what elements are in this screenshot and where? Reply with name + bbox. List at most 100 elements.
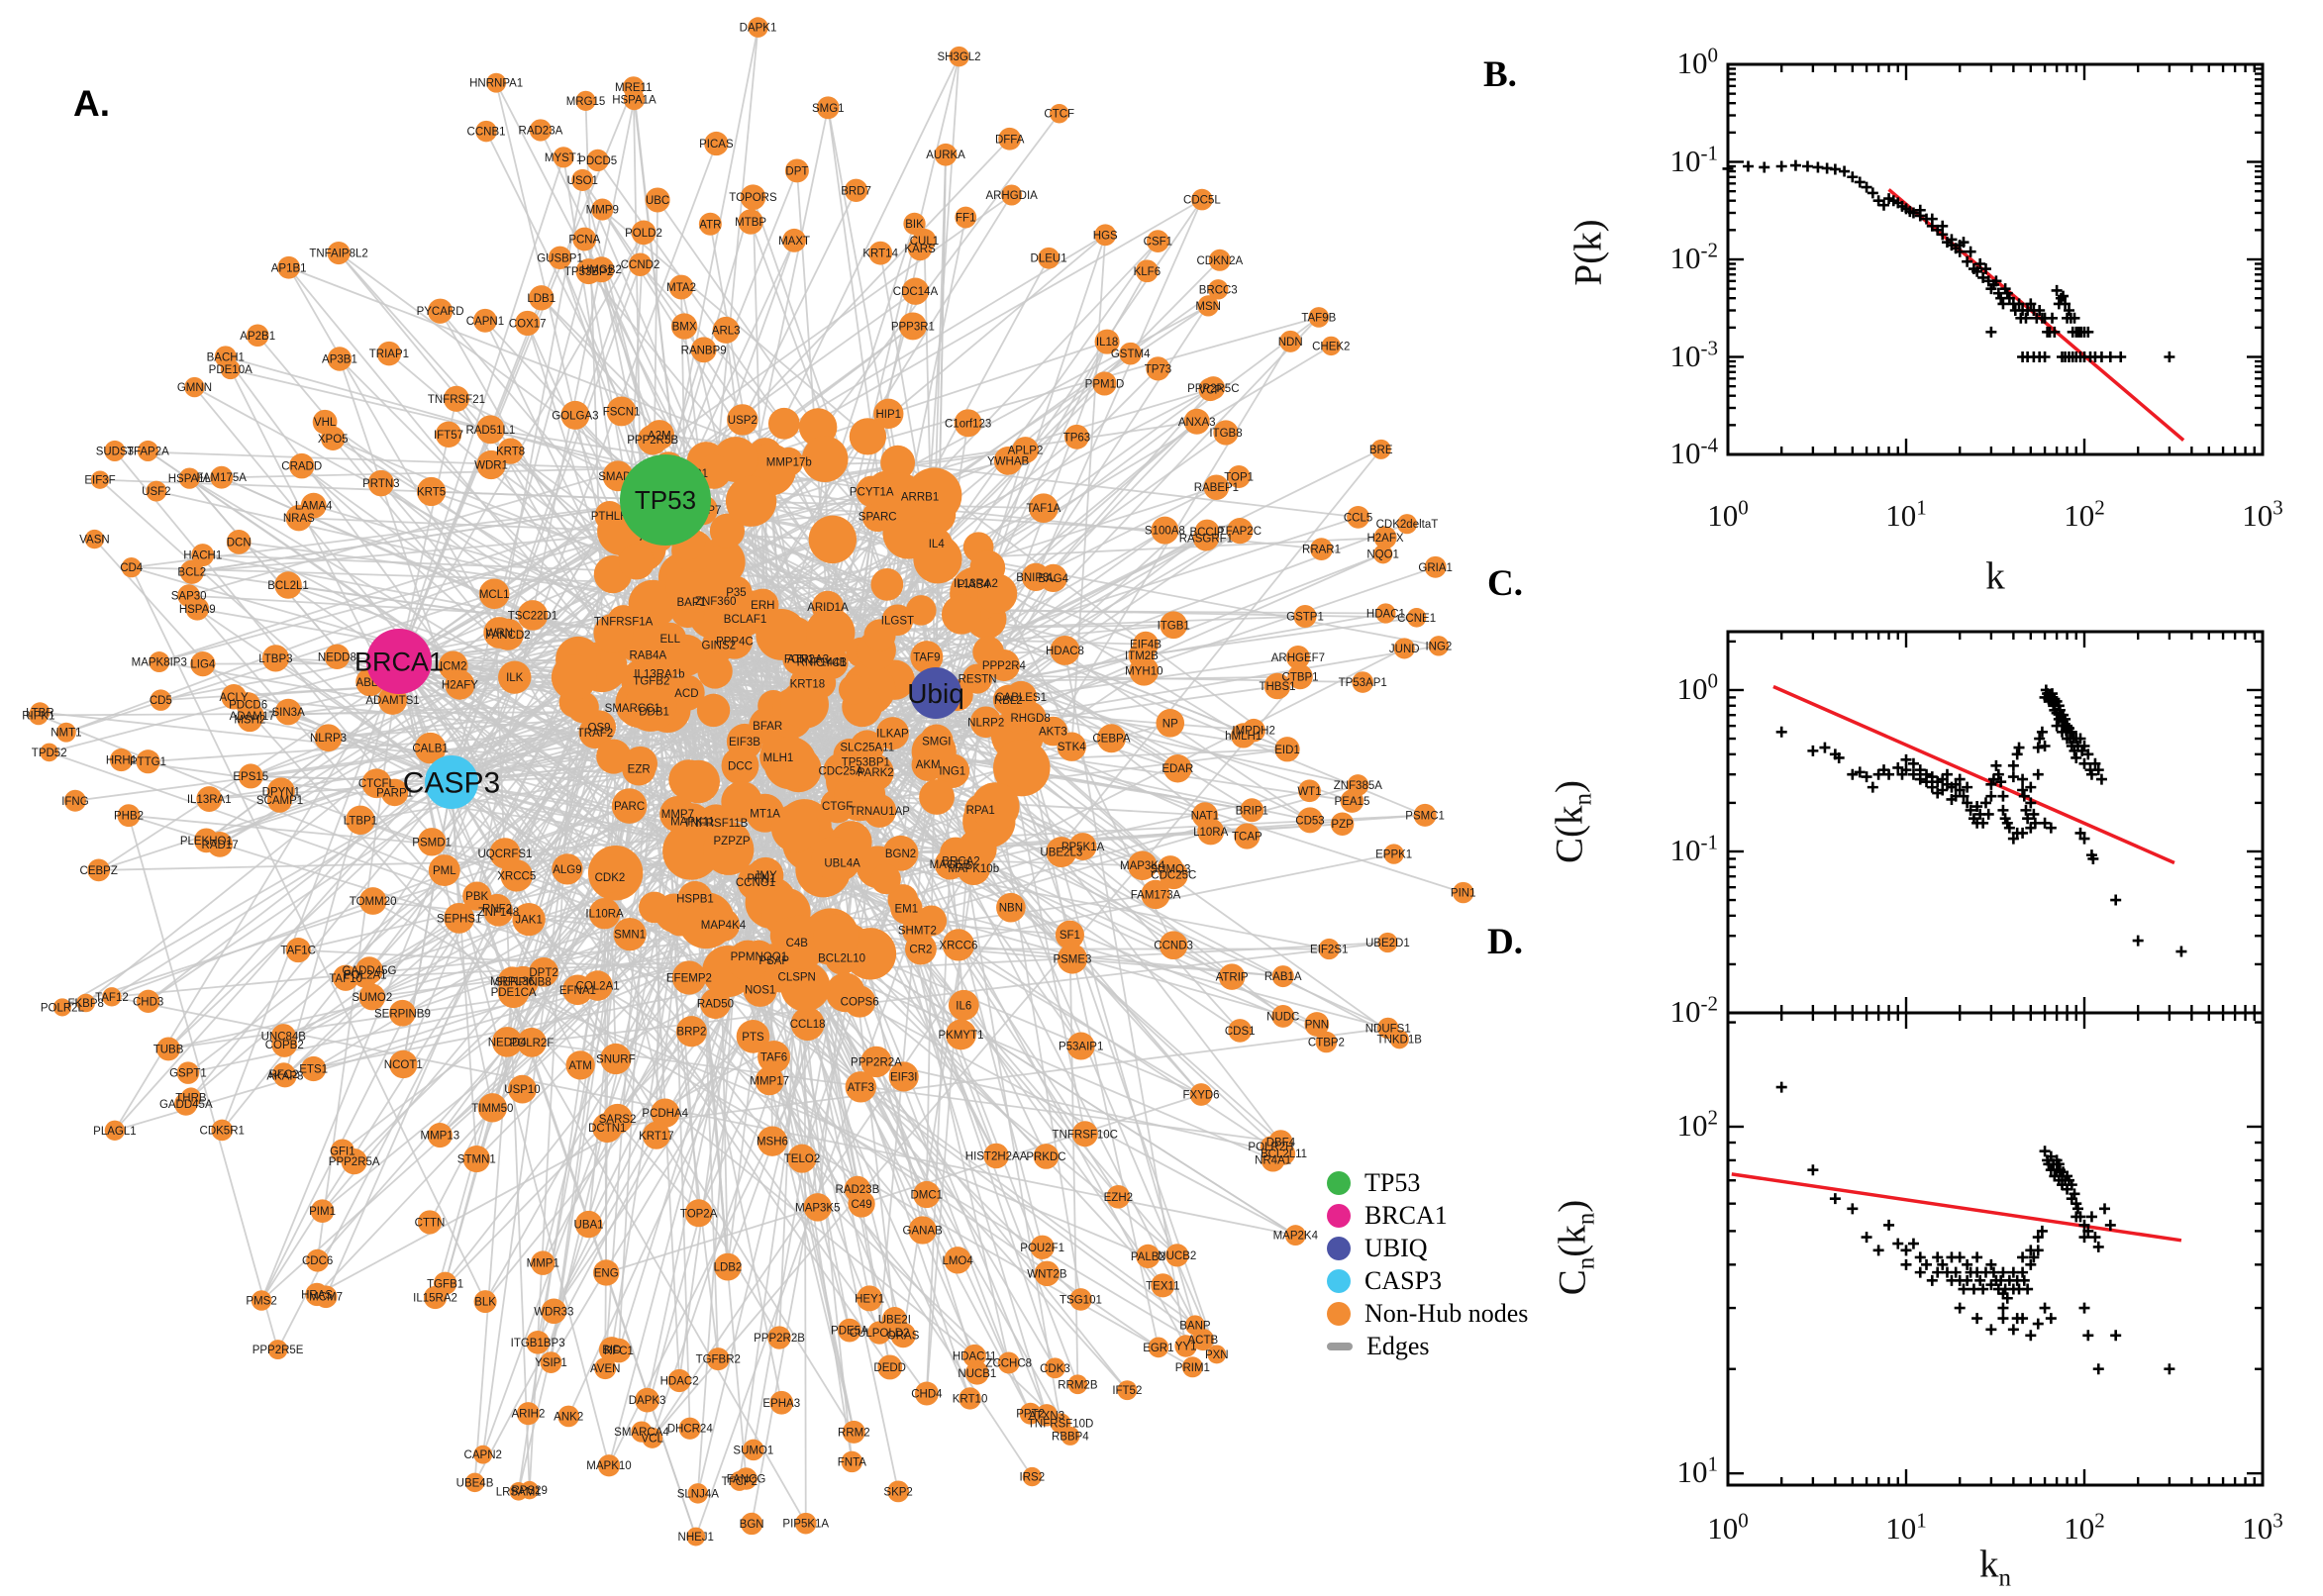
- network-node-label: ILGST: [881, 615, 914, 627]
- network-node-label: ZNF385A: [1334, 780, 1383, 792]
- data-point: [1971, 1251, 1983, 1263]
- network-node: [184, 376, 205, 398]
- network-node: [1039, 563, 1067, 593]
- network-node: [427, 1123, 453, 1148]
- network-node-label: LTBR: [26, 707, 54, 719]
- network-node-label: ING2: [1425, 641, 1452, 652]
- legend-item-label: BRCA1: [1364, 1201, 1448, 1230]
- network-node: [445, 669, 475, 700]
- data-point: [1861, 181, 1872, 193]
- network-node-label: ATP2A3: [787, 654, 829, 666]
- network-node: [238, 763, 263, 789]
- data-point: [2039, 817, 2051, 829]
- network-node-label: VHL: [314, 417, 337, 429]
- network-node: [1050, 103, 1069, 124]
- network-node-label: GRIA1: [1418, 562, 1453, 574]
- network-node-label: CCL18: [790, 1019, 826, 1031]
- network-node-label: ARRB1: [901, 492, 939, 504]
- network-node: [1057, 944, 1088, 974]
- network-node-label: TNFRSF10C: [1053, 1129, 1118, 1141]
- network-node-label: TP63: [1063, 432, 1091, 444]
- network-node: [52, 998, 71, 1017]
- network-node-label: IL15RA2: [413, 1292, 457, 1304]
- network-node-label: CDC25C: [1151, 870, 1196, 882]
- network-node: [1163, 754, 1192, 783]
- network-node: [942, 929, 975, 961]
- network-node-label: MYST1: [545, 152, 582, 164]
- network-node: [529, 956, 558, 987]
- network-node: [784, 158, 809, 183]
- network-node: [473, 1290, 497, 1314]
- network-node: [1050, 636, 1080, 665]
- network-node: [63, 789, 86, 812]
- network-node-label: MAP3K4: [1120, 860, 1165, 872]
- network-node: [1019, 1402, 1042, 1425]
- legend-item-casp3: CASP3: [1327, 1266, 1528, 1295]
- network-node: [1310, 538, 1333, 560]
- data-point: [2074, 733, 2086, 745]
- network-node-label: TOP2A: [680, 1208, 718, 1220]
- data-point: [1914, 1251, 1926, 1263]
- network-node: [631, 220, 656, 246]
- network-node: [780, 961, 831, 1012]
- network-node: [651, 1098, 680, 1128]
- network-node: [769, 1390, 794, 1415]
- network-node-label: TGFB1: [427, 1278, 463, 1290]
- network-node: [686, 1527, 706, 1546]
- network-node-label: PSME3: [1053, 953, 1091, 965]
- network-node: [805, 607, 856, 657]
- data-point: [2025, 781, 2037, 793]
- network-node: [306, 1248, 330, 1272]
- network-node-label: ACD: [674, 688, 698, 700]
- network-node: [1106, 1184, 1131, 1209]
- network-node: [1135, 259, 1159, 283]
- y-tick-label: 100: [1676, 668, 1719, 706]
- network-node-label: BID: [602, 1345, 621, 1356]
- network-node: [1227, 517, 1254, 545]
- network-node: [833, 739, 866, 771]
- data-point: [2066, 1179, 2077, 1191]
- network-node: [841, 1450, 863, 1473]
- data-point: [2025, 1330, 2037, 1342]
- legend: TP53 BRCA1 UBIQ CASP3 Non-Hub nodes Edges: [1327, 1168, 1528, 1367]
- data-point: [1775, 1081, 1787, 1093]
- network-node-label: AP3B1: [322, 354, 357, 366]
- network-node-label: RAD50: [697, 999, 734, 1011]
- network-node-label: EZH2: [1104, 1192, 1133, 1204]
- network-node-label: SH3GL2: [937, 51, 980, 63]
- network-node-label: CCND2: [621, 259, 660, 271]
- network-node: [562, 974, 593, 1006]
- network-node-label: APLP2: [1008, 446, 1044, 457]
- network-node-label: ZCCHC8: [985, 1357, 1032, 1369]
- data-point: [1883, 1219, 1895, 1231]
- network-node-label: SARS2: [599, 1114, 637, 1126]
- network-node-label: SUDS3: [96, 446, 134, 457]
- network-node-label: COL2A1: [576, 981, 620, 993]
- network-node: [104, 440, 126, 461]
- legend-item-label: Edges: [1366, 1332, 1430, 1360]
- data-point: [1965, 246, 1976, 257]
- network-node: [1413, 803, 1437, 827]
- network-node: [358, 887, 387, 915]
- network-node: [464, 1472, 485, 1493]
- network-node-label: MAGEB: [930, 859, 971, 871]
- network-node-label: PPP2R5B: [627, 435, 678, 447]
- network-node-label: BANP: [1179, 1320, 1211, 1332]
- data-point: [1962, 797, 1973, 809]
- network-node: [274, 571, 302, 599]
- network-node-label: S100A8: [1145, 526, 1185, 538]
- data-point: [2017, 1266, 2029, 1278]
- network-node-label: POLR2L: [41, 1002, 85, 1014]
- network-node: [1030, 1235, 1055, 1259]
- network-node-label: NEDD8: [318, 651, 356, 663]
- network-node-label: PMS2: [246, 1296, 276, 1308]
- network-node-label: CDC5L: [1183, 195, 1221, 207]
- network-node: [684, 1199, 713, 1228]
- network-node-label: CDC14A: [893, 286, 939, 298]
- data-point: [2034, 305, 2046, 317]
- network-node-label: COPB2: [265, 1040, 304, 1051]
- network-node: [136, 749, 160, 774]
- network-node: [508, 1074, 537, 1104]
- network-node: [1033, 1144, 1060, 1169]
- network-node-label: DPT2: [529, 967, 557, 979]
